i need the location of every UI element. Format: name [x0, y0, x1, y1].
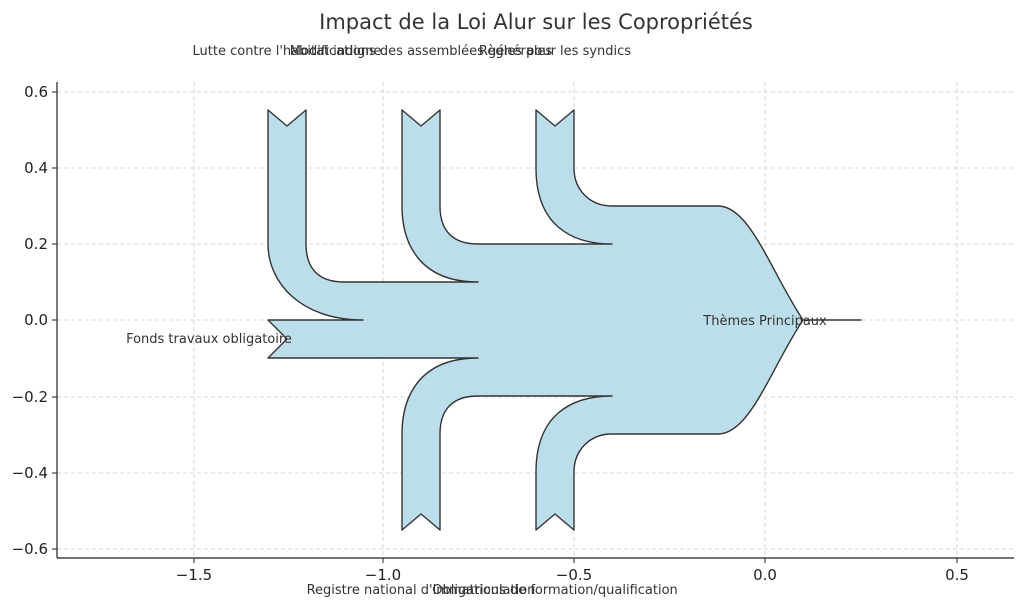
- sankey-flow-shape: [267, 109, 862, 531]
- y-tick-label: −0.6: [12, 540, 48, 558]
- y-tick-label: 0.0: [24, 311, 48, 329]
- flow-label-assemblees-generales: Modifications des assemblées générales: [290, 44, 553, 59]
- flow-label-registre-national: Registre national d'immatriculation: [307, 583, 536, 598]
- x-tick-label: −0.5: [556, 566, 592, 584]
- y-tick-label: 0.6: [24, 83, 48, 101]
- flow-label-obligations-formation: Obligations de formation/qualification: [432, 583, 678, 598]
- flow-label-fonds-travaux: Fonds travaux obligatoire: [126, 332, 292, 347]
- flow-label-habitat-indigne: Lutte contre l'habitat indigne: [193, 44, 382, 59]
- y-tick-label: −0.2: [12, 388, 48, 406]
- flow-label-regles-syndics: Règles pour les syndics: [479, 44, 631, 59]
- y-tick-label: 0.2: [24, 235, 48, 253]
- x-tick-label: −1.0: [365, 566, 401, 584]
- x-tick-label: −1.5: [176, 566, 212, 584]
- chart-title: Impact de la Loi Alur sur les Copropriét…: [319, 10, 753, 34]
- y-tick-label: −0.4: [12, 464, 48, 482]
- y-tick-label: 0.4: [24, 159, 48, 177]
- x-tick-label: 0.5: [945, 566, 969, 584]
- flow-label-themes-principaux: Thèmes Principaux: [702, 314, 827, 329]
- x-tick-label: 0.0: [753, 566, 777, 584]
